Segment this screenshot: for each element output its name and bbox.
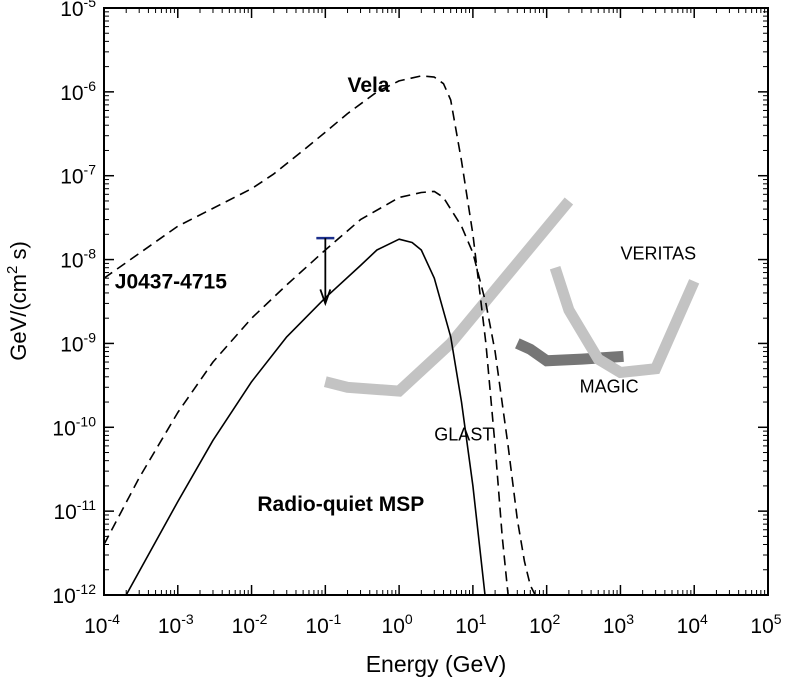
y-axis-label-sup: 2: [4, 266, 21, 274]
y-tick-label-exp: -6: [84, 78, 97, 94]
curve-vela: [104, 75, 509, 595]
y-tick-label-base: 10: [60, 0, 83, 21]
y-tick-label-exp: -5: [84, 0, 97, 10]
x-tick-label-base: 10: [84, 615, 107, 638]
x-tick-label: 10-2: [232, 611, 268, 638]
y-tick-label: 10-5: [60, 0, 96, 21]
y-tick-label-exp: -12: [76, 581, 96, 597]
x-tick-label-exp: -2: [255, 611, 268, 627]
y-tick-label-base: 10: [60, 166, 83, 189]
y-tick-label: 10-6: [60, 78, 96, 105]
y-tick-label-base: 10: [60, 250, 83, 273]
annotation-vela: Vela: [348, 74, 390, 97]
plot-frame: [103, 7, 769, 596]
x-tick-label: 10-4: [84, 611, 120, 638]
y-tick-label-base: 10: [52, 417, 75, 440]
x-tick-label: 104: [677, 611, 708, 638]
x-tick-label-base: 10: [603, 615, 626, 638]
upper-limit-arrow-head: [319, 289, 332, 307]
sensitivity-curves: [323, 197, 700, 397]
y-tick-label-base: 10: [53, 501, 76, 524]
x-tick-label: 100: [382, 611, 413, 638]
x-tick-label-base: 10: [750, 615, 773, 638]
annotation-radio-quiet-msp: Radio-quiet MSP: [257, 493, 424, 516]
x-tick-label-exp: 1: [479, 611, 487, 627]
sensitivity-veritas: [549, 265, 700, 379]
x-tick-label-base: 10: [455, 615, 478, 638]
x-tick-label-exp: 0: [405, 611, 413, 627]
y-axis-label: GeV/(cm2 s): [4, 241, 31, 361]
y-tick-label-base: 10: [60, 82, 83, 105]
x-tick-label-base: 10: [158, 615, 181, 638]
x-tick-label: 102: [529, 611, 560, 638]
y-tick-label-exp: -7: [84, 162, 97, 178]
x-tick-label-exp: -1: [329, 611, 342, 627]
x-tick-label: 101: [455, 611, 486, 638]
y-tick-label: 10-12: [52, 581, 96, 608]
annotation-magic: MAGIC: [580, 376, 639, 396]
y-tick-label: 10-9: [60, 329, 96, 356]
sensitivity-glast: [323, 197, 574, 397]
x-tick-label-exp: -4: [107, 611, 120, 627]
annotation-j0437-4715: J0437-4715: [115, 271, 227, 294]
x-tick-label-base: 10: [305, 615, 328, 638]
curve-j0437-4715: [104, 190, 536, 595]
axis-ticks: [103, 7, 769, 596]
x-tick-label-exp: 3: [626, 611, 634, 627]
curve-radio-quiet-msp: [125, 238, 486, 595]
x-tick-label: 103: [603, 611, 634, 638]
x-tick-label-exp: 5: [774, 611, 782, 627]
x-tick-label-exp: 4: [700, 611, 708, 627]
annotations: Vela J0437-4715 Radio-quiet MSP GLAST MAGIC V…: [115, 74, 696, 516]
x-tick-label-base: 10: [232, 615, 255, 638]
x-tick-label: 10-1: [305, 611, 341, 638]
upper-limit: [316, 236, 335, 307]
annotation-veritas: VERITAS: [620, 244, 696, 264]
y-tick-label: 10-7: [60, 162, 96, 189]
annotation-glast: GLAST: [434, 424, 493, 444]
tick-labels: 10-4 10-3 10-2 10-1 100 101 102 103 104 10510-121…: [52, 0, 781, 638]
y-tick-label-base: 10: [60, 333, 83, 356]
y-tick-label-base: 10: [52, 585, 75, 608]
y-tick-label: 10-10: [52, 413, 96, 440]
y-tick-label: 10-11: [53, 497, 96, 524]
y-tick-label-exp: -9: [84, 329, 97, 345]
x-tick-label-exp: -3: [181, 611, 194, 627]
x-tick-label: 105: [750, 611, 781, 638]
y-tick-label-exp: -8: [84, 246, 97, 262]
model-curves: [104, 75, 536, 595]
x-tick-label-exp: 2: [552, 611, 560, 627]
y-tick-label-exp: -11: [77, 497, 96, 513]
x-tick-label-base: 10: [382, 615, 405, 638]
y-tick-label-exp: -10: [76, 413, 96, 429]
sensitivity-magic: [515, 338, 624, 367]
y-axis-label-pre: GeV/(cm: [6, 274, 31, 361]
y-tick-label: 10-8: [60, 246, 96, 273]
y-axis-label-post: s): [6, 241, 31, 265]
x-axis-label: Energy (GeV): [366, 651, 507, 677]
x-tick-label-base: 10: [529, 615, 552, 638]
x-tick-label-base: 10: [677, 615, 700, 638]
x-tick-label: 10-3: [158, 611, 194, 638]
